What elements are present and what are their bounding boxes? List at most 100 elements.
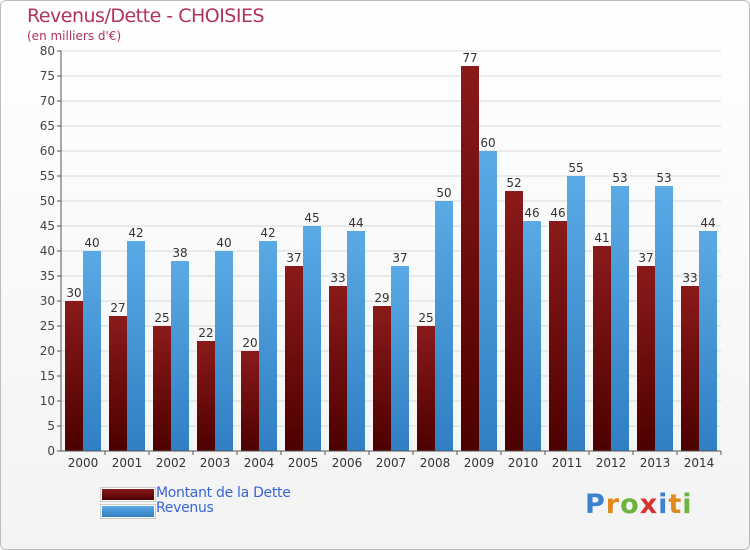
bar-revenus	[303, 226, 321, 451]
x-tick-label: 2000	[68, 456, 99, 470]
y-tick-label: 20	[40, 344, 55, 358]
x-tick-label: 2004	[244, 456, 275, 470]
bar-dette	[153, 326, 171, 451]
data-label: 25	[418, 311, 433, 325]
x-tick-label: 2007	[376, 456, 407, 470]
bar-dette	[197, 341, 215, 451]
x-tick-label: 2003	[200, 456, 231, 470]
data-label: 33	[330, 271, 345, 285]
legend-label-revenus: Revenus	[156, 500, 214, 516]
bars-layer	[65, 66, 717, 451]
bar-revenus	[523, 221, 541, 451]
data-label: 52	[506, 176, 521, 190]
bar-revenus	[127, 241, 145, 451]
y-tick-label: 40	[40, 244, 55, 258]
x-tick-label: 2008	[420, 456, 451, 470]
data-label: 46	[524, 206, 539, 220]
axis-layer: 0 5 10 15 20 25 30 35 40 45 50 55 60 65 70 75 80 2000 2001…	[40, 44, 722, 470]
data-label: 40	[84, 236, 99, 250]
y-tick-label: 25	[40, 319, 55, 333]
bar-dette	[241, 351, 259, 451]
bar-dette	[373, 306, 391, 451]
y-tick-label: 50	[40, 194, 55, 208]
bar-dette	[637, 266, 655, 451]
data-label: 25	[154, 311, 169, 325]
data-label: 40	[216, 236, 231, 250]
bar-dette	[109, 316, 127, 451]
data-label: 42	[260, 226, 275, 240]
bar-revenus	[215, 251, 233, 451]
data-label: 29	[374, 291, 389, 305]
x-tick-label: 2012	[596, 456, 627, 470]
bar-dette	[417, 326, 435, 451]
bar-revenus	[347, 231, 365, 451]
bar-dette	[549, 221, 567, 451]
bar-revenus	[391, 266, 409, 451]
bar-revenus	[655, 186, 673, 451]
data-label: 33	[682, 271, 697, 285]
data-label: 27	[110, 301, 125, 315]
y-tick-label: 70	[40, 94, 55, 108]
data-label: 53	[612, 171, 627, 185]
bar-dette	[329, 286, 347, 451]
y-tick-label: 30	[40, 294, 55, 308]
y-tick-label: 5	[47, 419, 55, 433]
bar-dette	[65, 301, 83, 451]
chart-subtitle: (en milliers d'€)	[27, 29, 122, 43]
x-tick-label: 2009	[464, 456, 495, 470]
data-label: 20	[242, 336, 257, 350]
y-tick-label: 35	[40, 269, 55, 283]
x-tick-label: 2011	[552, 456, 583, 470]
data-label: 45	[304, 211, 319, 225]
y-tick-label: 80	[40, 44, 55, 58]
data-label: 44	[348, 216, 363, 230]
x-tick-label: 2014	[684, 456, 715, 470]
legend-swatch-revenus	[101, 505, 155, 518]
data-label: 30	[66, 286, 81, 300]
logo-letter: i	[682, 489, 693, 520]
labels-layer: 30 40 27 42 25 38 22 40 20 42 37 45 33 44 29 37 25 50 77 60…	[66, 51, 715, 350]
data-label: 37	[392, 251, 407, 265]
data-label: 44	[700, 216, 715, 230]
data-label: 41	[594, 231, 609, 245]
bar-dette	[461, 66, 479, 451]
logo-letter: i	[658, 489, 669, 520]
data-label: 50	[436, 186, 451, 200]
bar-revenus	[611, 186, 629, 451]
logo-letter: P	[585, 489, 606, 520]
data-label: 42	[128, 226, 143, 240]
logo-letter: t	[668, 489, 683, 520]
y-tick-label: 55	[40, 169, 55, 183]
logo-letter: o	[620, 489, 640, 520]
bar-dette	[285, 266, 303, 451]
data-label: 77	[462, 51, 477, 65]
bar-revenus	[567, 176, 585, 451]
y-tick-label: 60	[40, 144, 55, 158]
y-tick-label: 15	[40, 369, 55, 383]
bar-revenus	[83, 251, 101, 451]
bar-dette	[505, 191, 523, 451]
data-label: 46	[550, 206, 565, 220]
y-tick-label: 45	[40, 219, 55, 233]
bar-revenus	[259, 241, 277, 451]
data-label: 38	[172, 246, 187, 260]
data-label: 53	[656, 171, 671, 185]
x-tick-label: 2013	[640, 456, 671, 470]
proxiti-logo: Proxiti	[585, 489, 693, 520]
y-tick-label: 65	[40, 119, 55, 133]
bar-dette	[593, 246, 611, 451]
data-label: 37	[638, 251, 653, 265]
x-tick-label: 2001	[112, 456, 143, 470]
chart-title: Revenus/Dette - CHOISIES	[27, 5, 265, 27]
x-tick-label: 2002	[156, 456, 187, 470]
y-tick-label: 10	[40, 394, 55, 408]
legend-swatch-dette	[101, 488, 155, 501]
x-tick-label: 2010	[508, 456, 539, 470]
y-tick-label: 0	[47, 444, 55, 458]
data-label: 37	[286, 251, 301, 265]
bar-revenus	[479, 151, 497, 451]
bar-revenus	[699, 231, 717, 451]
bar-revenus	[435, 201, 453, 451]
